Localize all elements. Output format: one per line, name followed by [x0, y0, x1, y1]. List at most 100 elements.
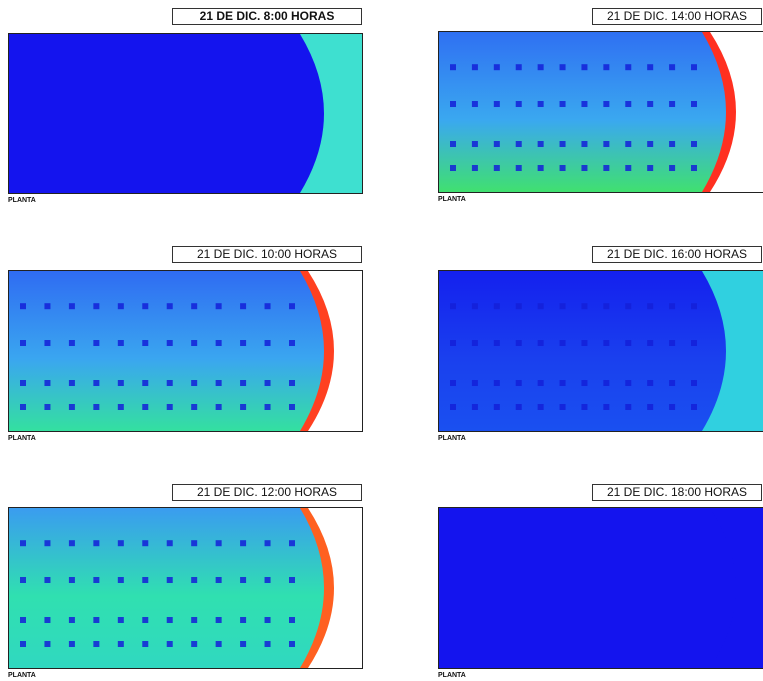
column: [142, 404, 148, 410]
column: [142, 540, 148, 546]
column: [647, 141, 653, 147]
column: [560, 101, 566, 107]
column: [560, 380, 566, 386]
column: [560, 340, 566, 346]
column: [240, 404, 246, 410]
column: [265, 577, 271, 583]
column: [516, 303, 522, 309]
column: [44, 577, 50, 583]
column: [669, 101, 675, 107]
column: [93, 641, 99, 647]
column: [472, 165, 478, 171]
column: [494, 165, 500, 171]
column: [142, 617, 148, 623]
column: [494, 404, 500, 410]
column: [93, 404, 99, 410]
column: [69, 380, 75, 386]
panel-title: 21 DE DIC. 12:00 HORAS: [172, 484, 362, 501]
column: [494, 340, 500, 346]
column: [516, 340, 522, 346]
column: [216, 617, 222, 623]
column: [191, 577, 197, 583]
column: [44, 340, 50, 346]
column: [560, 303, 566, 309]
column: [625, 340, 631, 346]
column: [516, 165, 522, 171]
column: [167, 380, 173, 386]
column: [581, 141, 587, 147]
column: [647, 404, 653, 410]
column: [240, 380, 246, 386]
column: [44, 617, 50, 623]
column: [191, 380, 197, 386]
column: [603, 404, 609, 410]
column: [167, 617, 173, 623]
column: [191, 641, 197, 647]
column: [450, 141, 456, 147]
column: [289, 577, 295, 583]
floor: [9, 508, 324, 668]
floor: [9, 271, 324, 431]
heatmap: [438, 31, 763, 193]
column: [20, 540, 26, 546]
column: [289, 340, 295, 346]
column: [44, 540, 50, 546]
column: [472, 64, 478, 70]
column: [669, 303, 675, 309]
column: [625, 64, 631, 70]
page: {"panels": [ {"title": "21 DE DIC. 8:00 …: [0, 0, 763, 681]
column: [625, 380, 631, 386]
column: [603, 165, 609, 171]
caption: PLANTA: [438, 196, 466, 203]
column: [603, 101, 609, 107]
column: [647, 303, 653, 309]
column: [265, 380, 271, 386]
column: [494, 101, 500, 107]
column: [289, 617, 295, 623]
column: [289, 303, 295, 309]
column: [289, 540, 295, 546]
column: [289, 404, 295, 410]
column: [93, 577, 99, 583]
column: [669, 165, 675, 171]
column: [691, 380, 697, 386]
column: [625, 404, 631, 410]
column: [69, 540, 75, 546]
floor: [9, 34, 324, 193]
column: [118, 404, 124, 410]
column: [142, 340, 148, 346]
column: [216, 380, 222, 386]
heatmap-image: [9, 271, 362, 431]
column: [538, 404, 544, 410]
heatmap: [8, 507, 363, 669]
column: [472, 303, 478, 309]
column: [581, 404, 587, 410]
column: [191, 540, 197, 546]
column: [167, 577, 173, 583]
column: [691, 340, 697, 346]
column: [93, 380, 99, 386]
column: [472, 141, 478, 147]
heatmap: [438, 507, 763, 669]
column: [538, 303, 544, 309]
column: [93, 617, 99, 623]
column: [494, 303, 500, 309]
column: [560, 141, 566, 147]
column: [265, 540, 271, 546]
column: [216, 577, 222, 583]
column: [538, 340, 544, 346]
column: [669, 380, 675, 386]
column: [538, 165, 544, 171]
column: [647, 101, 653, 107]
column: [603, 340, 609, 346]
column: [691, 64, 697, 70]
column: [289, 641, 295, 647]
column: [647, 64, 653, 70]
column: [142, 577, 148, 583]
column: [538, 64, 544, 70]
column: [581, 303, 587, 309]
heatmap-image: [439, 32, 763, 192]
column: [494, 380, 500, 386]
column: [265, 617, 271, 623]
column: [118, 303, 124, 309]
